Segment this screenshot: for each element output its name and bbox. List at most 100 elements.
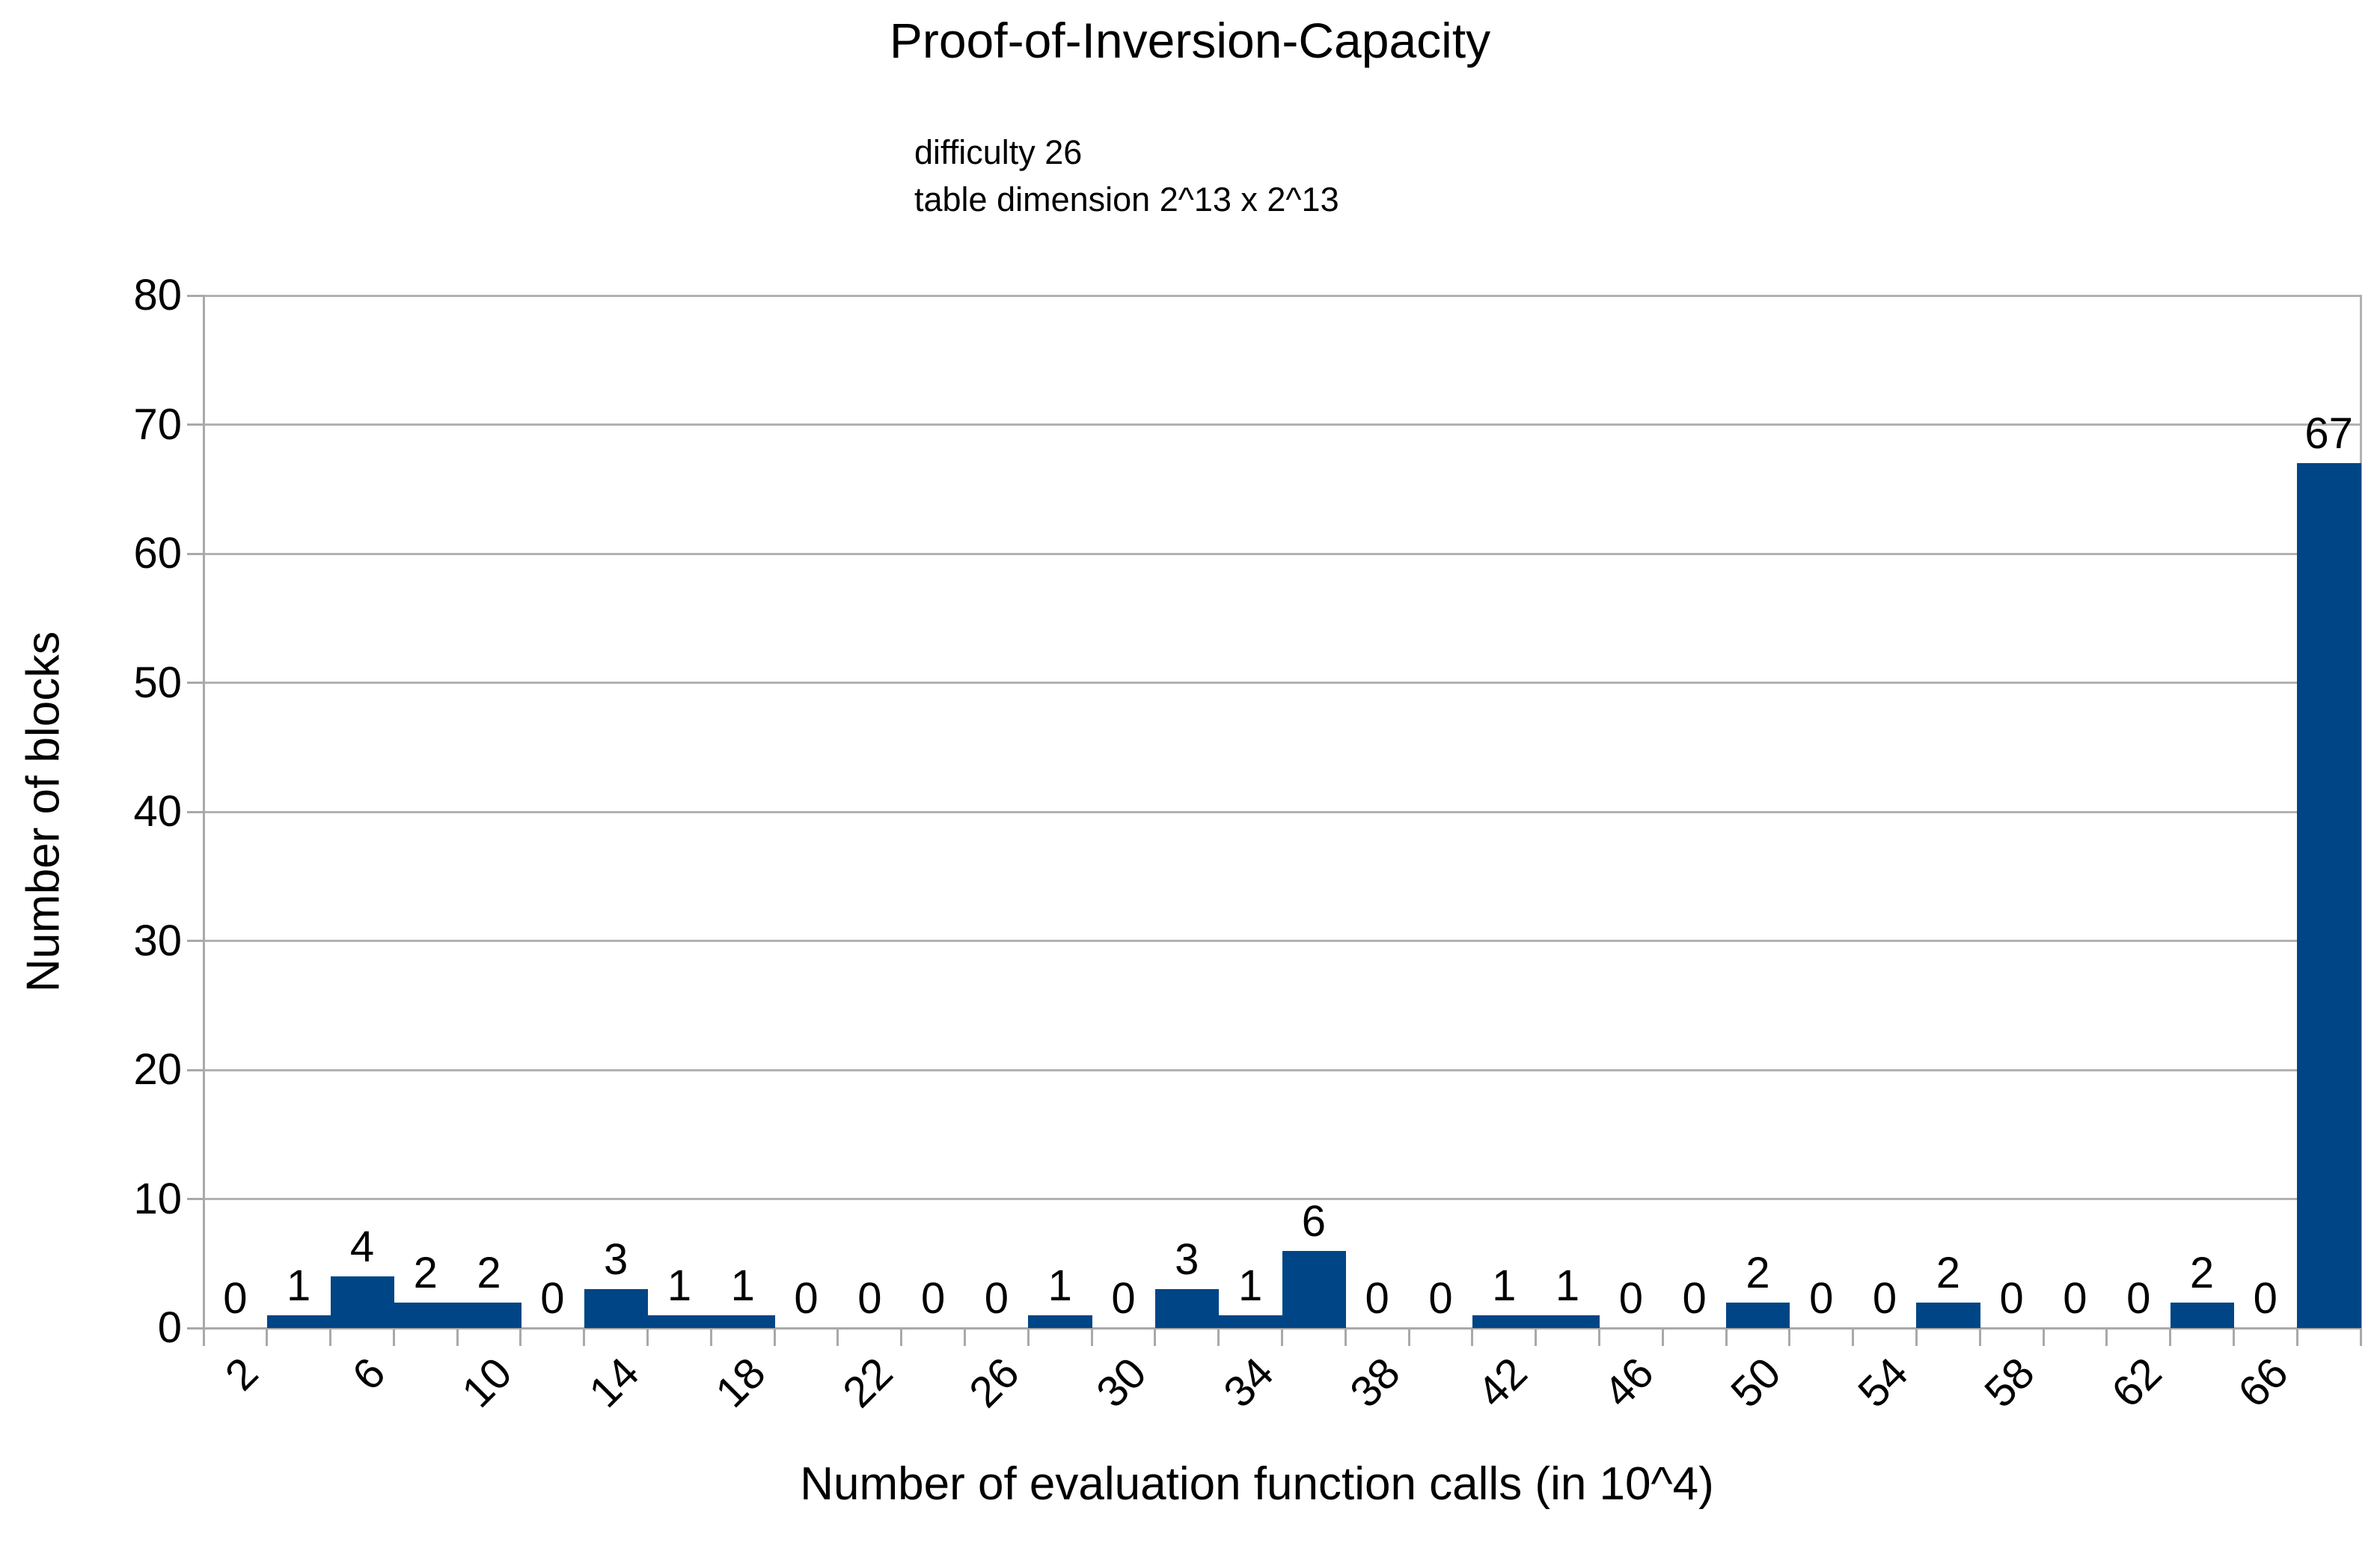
bar-value-label: 0 xyxy=(1428,1274,1453,1323)
x-tick-30 xyxy=(2105,1328,2108,1346)
x-tick-14 xyxy=(1090,1328,1093,1346)
y-tick-30 xyxy=(187,940,204,942)
bar-value-label: 1 xyxy=(1238,1261,1263,1310)
y-tick-80 xyxy=(187,294,204,297)
bar-value-label: 4 xyxy=(349,1223,375,1271)
y-tick-label-50: 50 xyxy=(133,658,182,707)
bar-x10 xyxy=(457,1302,521,1328)
bar-value-label: 0 xyxy=(1682,1274,1707,1323)
bar-value-label: 0 xyxy=(920,1274,946,1323)
x-tick-5 xyxy=(519,1328,522,1346)
y-tick-20 xyxy=(187,1068,204,1071)
y-tick-label-30: 30 xyxy=(133,916,182,965)
bar-value-label: 0 xyxy=(794,1274,819,1323)
bar-value-label: 6 xyxy=(1301,1196,1327,1246)
gridline-y-30 xyxy=(204,940,2361,942)
x-tick-label-text: 34 xyxy=(1214,1348,1283,1417)
bar-value-label: 1 xyxy=(1555,1261,1580,1310)
chart-title: Proof-of-Inversion-Capacity xyxy=(889,13,1491,68)
x-tick-label-text: 38 xyxy=(1341,1348,1410,1417)
y-tick-label-20: 20 xyxy=(133,1045,182,1094)
bar-x14 xyxy=(584,1289,649,1328)
bar-value-label: 0 xyxy=(1365,1274,1389,1323)
x-tick-22 xyxy=(1597,1328,1600,1346)
bar-value-label: 0 xyxy=(223,1274,248,1323)
subtitle-line-2: table dimension 2^13 x 2^13 xyxy=(914,180,1339,218)
x-tick-1 xyxy=(266,1328,269,1346)
y-tick-label-40: 40 xyxy=(133,787,182,836)
bar-x56 xyxy=(1916,1302,1980,1328)
x-tick-2 xyxy=(329,1328,332,1346)
gridline-y-10 xyxy=(204,1198,2361,1200)
bar-x28 xyxy=(1028,1315,1092,1328)
bar-x8 xyxy=(394,1302,458,1328)
bar-value-label: 0 xyxy=(857,1274,882,1323)
bar-value-label: 1 xyxy=(1047,1261,1072,1310)
y-tick-label-80: 80 xyxy=(133,271,182,319)
y-tick-label-0: 0 xyxy=(157,1303,182,1352)
x-tick-label-text: 54 xyxy=(1848,1348,1918,1417)
y-tick-40 xyxy=(187,810,204,813)
x-tick-label-text: 6 xyxy=(343,1348,395,1400)
x-tick-18 xyxy=(1344,1328,1347,1346)
x-tick-27 xyxy=(1915,1328,1918,1346)
x-tick-label-text: 42 xyxy=(1467,1348,1537,1417)
x-tick-label-text: 50 xyxy=(1722,1348,1790,1417)
x-tick-label-text: 14 xyxy=(579,1348,649,1417)
gridline-y-80 xyxy=(204,294,2361,297)
x-tick-label-text: 30 xyxy=(1087,1348,1156,1417)
bar-value-label: 3 xyxy=(604,1235,628,1285)
chart-subtitle: difficulty 26 table dimension 2^13 x 2^1… xyxy=(914,129,1339,223)
bar-value-label: 0 xyxy=(1999,1274,2024,1323)
bar-value-label: 1 xyxy=(287,1261,311,1310)
bar-value-label: 2 xyxy=(477,1248,501,1297)
bar-value-label: 0 xyxy=(1872,1274,1897,1323)
y-tick-label-70: 70 xyxy=(133,400,182,449)
gridline-y-70 xyxy=(204,423,2361,426)
x-tick-29 xyxy=(2042,1328,2045,1346)
x-tick-26 xyxy=(1852,1328,1855,1346)
gridline-y-50 xyxy=(204,682,2361,684)
x-tick-34 xyxy=(2359,1328,2362,1346)
x-tick-24 xyxy=(1725,1328,1728,1346)
x-tick-17 xyxy=(1281,1328,1283,1346)
x-tick-25 xyxy=(1788,1328,1791,1346)
y-tick-50 xyxy=(187,682,204,684)
bar-value-label: 0 xyxy=(2253,1274,2277,1323)
x-tick-33 xyxy=(2295,1328,2298,1346)
bar-value-label: 0 xyxy=(540,1274,565,1323)
subtitle-line-1: difficulty 26 xyxy=(914,133,1083,171)
bar-value-label: 0 xyxy=(984,1274,1009,1323)
y-axis-line xyxy=(202,294,205,1330)
bar-x44 xyxy=(1535,1315,1600,1328)
bar-x4 xyxy=(266,1315,331,1328)
y-tick-60 xyxy=(187,552,204,555)
bar-value-label: 67 xyxy=(2304,409,2353,459)
x-tick-11 xyxy=(900,1328,903,1346)
bar-value-label: 2 xyxy=(2189,1248,2215,1297)
x-tick-23 xyxy=(1661,1328,1664,1346)
x-tick-label-text: 2 xyxy=(215,1348,268,1400)
bar-value-label: 2 xyxy=(1936,1248,1960,1297)
x-tick-3 xyxy=(392,1328,395,1346)
x-tick-19 xyxy=(1407,1328,1410,1346)
y-tick-10 xyxy=(187,1198,204,1200)
y-tick-0 xyxy=(187,1327,204,1330)
x-tick-28 xyxy=(1978,1328,1981,1346)
bar-value-label: 2 xyxy=(1746,1248,1770,1297)
bar-x50 xyxy=(1726,1302,1790,1328)
bar-x32 xyxy=(1154,1289,1220,1328)
x-tick-31 xyxy=(2169,1328,2172,1346)
x-tick-0 xyxy=(202,1328,205,1346)
bar-value-label: 0 xyxy=(2126,1274,2151,1323)
bar-value-label: 0 xyxy=(1618,1274,1643,1323)
gridline-y-20 xyxy=(204,1068,2361,1071)
gridline-y-60 xyxy=(204,552,2361,555)
x-tick-21 xyxy=(1535,1328,1538,1346)
bar-value-label: 0 xyxy=(2063,1274,2087,1323)
bar-x42 xyxy=(1472,1315,1537,1328)
bar-value-label: 1 xyxy=(1492,1261,1517,1310)
y-tick-70 xyxy=(187,423,204,426)
bar-value-label: 2 xyxy=(413,1248,438,1297)
x-tick-label-text: 22 xyxy=(833,1348,902,1417)
